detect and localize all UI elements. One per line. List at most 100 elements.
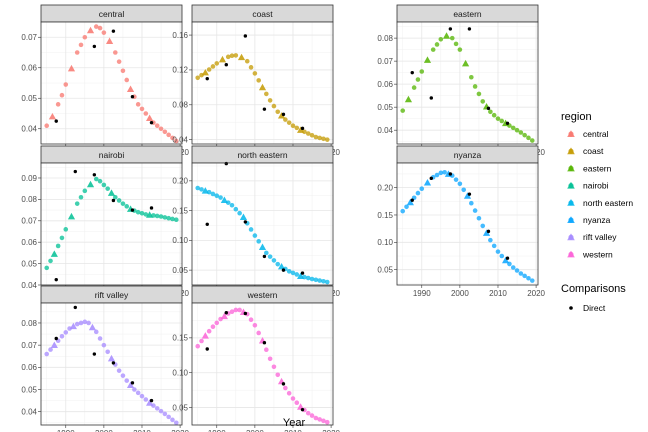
y-tick-label: 0.05 — [21, 94, 37, 103]
series-point — [438, 170, 444, 176]
series-point — [499, 253, 505, 259]
series-point — [143, 397, 149, 402]
series-point — [248, 317, 254, 323]
legend-item-nyanza: nyanza — [567, 215, 611, 225]
x-tick-label: 1990 — [208, 429, 226, 432]
panel-nyanza: nyanza 0.05 0.10 0.15 0.20 1990 2000 2010 2020 — [377, 145, 546, 298]
legend-item-rift-valley: rift valley — [567, 232, 617, 242]
legend-key-triangle — [567, 181, 575, 189]
series-point — [162, 215, 168, 220]
series-triangle — [258, 83, 267, 91]
series-point — [522, 132, 527, 138]
y-tick-label: 0.08 — [21, 195, 37, 204]
series-triangle — [404, 95, 413, 103]
y-tick-label: 0.05 — [21, 259, 37, 268]
series-point — [309, 276, 315, 282]
direct-point — [448, 27, 453, 31]
series-point — [415, 190, 421, 196]
panel-border — [191, 21, 334, 145]
series-point — [294, 125, 300, 131]
y-tick-label: 0.04 — [172, 135, 188, 144]
series-point — [510, 125, 516, 131]
series-point — [120, 68, 126, 74]
legend-label: nairobi — [583, 181, 609, 191]
series-point — [271, 364, 277, 370]
series-point — [116, 59, 122, 64]
series-point — [158, 126, 164, 132]
series-point — [491, 243, 497, 249]
series-point — [442, 170, 447, 175]
series-point — [93, 329, 99, 335]
series-point — [283, 385, 288, 391]
x-tick-label: 2020 — [322, 429, 340, 432]
series-point — [116, 368, 122, 373]
series-point — [313, 415, 319, 421]
series-point — [252, 323, 258, 328]
series-triangle — [69, 322, 77, 330]
series-triangle — [239, 213, 248, 221]
series-point — [158, 214, 164, 219]
series-point — [210, 191, 216, 197]
direct-point — [486, 106, 491, 111]
series-point — [275, 261, 281, 267]
series-point — [218, 195, 223, 200]
x-tick-label: 2020 — [171, 429, 189, 432]
series-triangle — [220, 196, 228, 203]
series-point — [434, 42, 440, 47]
series-point — [93, 176, 99, 182]
series-point — [225, 54, 231, 60]
direct-point — [92, 173, 97, 177]
series-point — [143, 111, 149, 116]
series-point — [162, 129, 168, 135]
series-point — [495, 116, 501, 121]
y-tick-label: 0.06 — [21, 238, 37, 247]
series-point — [143, 212, 149, 217]
legend-region-title: region — [561, 111, 592, 123]
direct-point — [281, 382, 286, 386]
series-point — [526, 135, 531, 141]
series-triangle — [201, 332, 209, 339]
series-point — [305, 275, 311, 281]
direct-point — [205, 222, 209, 226]
series-point — [264, 91, 269, 97]
panel-border — [191, 162, 334, 286]
series-point — [135, 102, 141, 107]
y-tick-label: 0.20 — [172, 177, 188, 186]
series-point — [469, 74, 474, 80]
direct-point — [429, 96, 433, 100]
series-point — [286, 120, 292, 125]
series-triangle — [237, 53, 246, 61]
series-triangle — [48, 112, 57, 120]
series-point — [86, 320, 91, 326]
y-tick-label: 0.04 — [21, 281, 37, 290]
series-point — [321, 136, 326, 142]
series-point — [248, 227, 254, 232]
series-point — [434, 172, 440, 178]
series-triangle — [50, 341, 58, 349]
y-tick-label: 0.07 — [21, 217, 37, 226]
series-point — [44, 123, 50, 128]
series-point — [457, 47, 463, 52]
y-tick-label: 0.05 — [172, 403, 188, 412]
series-point — [290, 123, 296, 128]
series-point — [488, 237, 493, 243]
direct-point — [54, 336, 58, 341]
legend-key-triangle — [567, 199, 575, 206]
x-tick-label: 1990 — [57, 429, 75, 432]
series-point — [404, 204, 409, 210]
series-point — [124, 378, 130, 383]
series-point — [290, 396, 296, 401]
direct-point — [300, 407, 305, 412]
series-point — [286, 390, 292, 396]
panel-title: eastern — [453, 9, 482, 19]
series-point — [252, 71, 258, 76]
series-point — [59, 235, 65, 241]
series-point — [120, 201, 126, 206]
series-point — [195, 75, 201, 81]
y-tick-label: 0.15 — [172, 334, 188, 343]
y-tick-label: 0.15 — [377, 211, 393, 220]
series-point — [82, 188, 88, 194]
direct-point — [130, 381, 135, 385]
x-tick-label: 2000 — [246, 429, 264, 432]
